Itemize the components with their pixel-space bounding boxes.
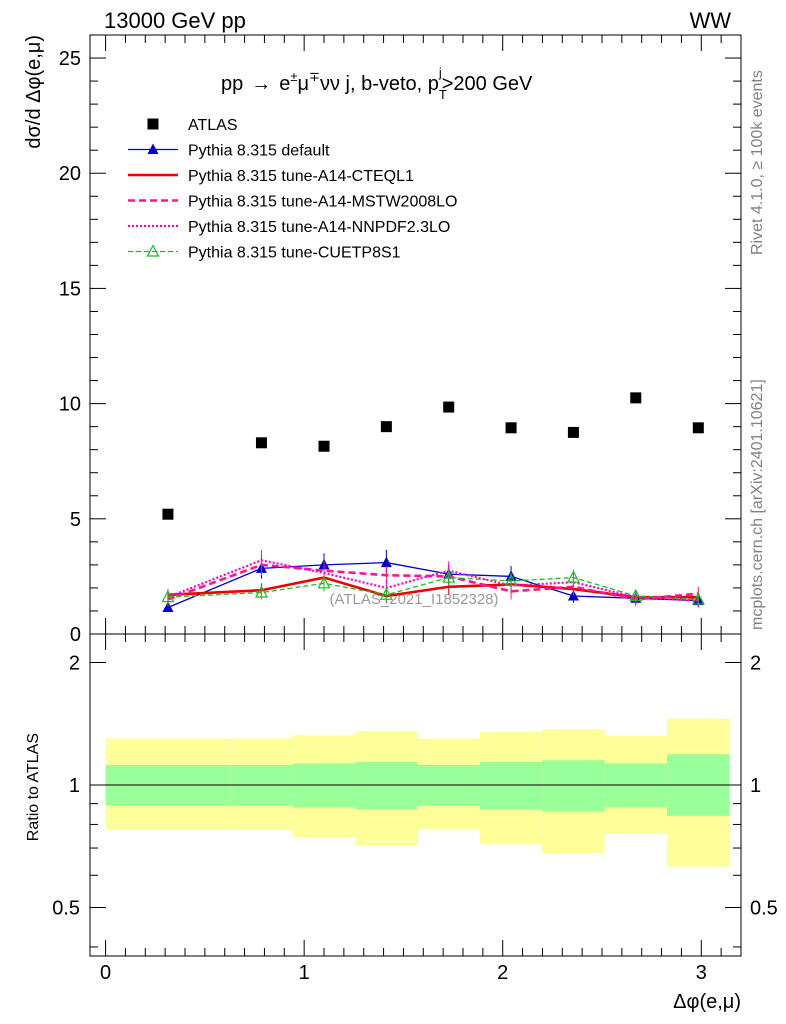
point-cuetp8s1 <box>566 570 580 583</box>
title-mu-sup: ∓ <box>309 69 320 84</box>
point-atlas <box>567 426 579 438</box>
x-tick-label: 2 <box>497 962 508 984</box>
point-atlas <box>380 421 392 433</box>
point-cuetp8s1 <box>629 588 643 602</box>
point-atlas <box>443 401 455 413</box>
ratio-tick-label-right: 2 <box>750 653 761 675</box>
x-tick-label: 1 <box>299 962 310 984</box>
title-pt-sub: T <box>439 87 447 102</box>
analysis-watermark: (ATLAS_2021_I1852328) <box>329 591 498 608</box>
main-panel: 0 5 10 15 20 25 <box>59 34 742 646</box>
point-cuetp8s1 <box>161 589 175 603</box>
ratio-tick-label-right: 1 <box>750 775 761 797</box>
ratio-frame <box>89 633 742 957</box>
point-atlas <box>505 422 517 434</box>
point-atlas <box>318 440 330 452</box>
y-tick-label: 0 <box>70 624 81 646</box>
mcplots-label: mcplots.cern.ch [arXiv:2401.10621] <box>749 379 766 630</box>
title-rest: νν j, b-veto, p <box>320 73 439 95</box>
title-arrow: → <box>251 73 271 95</box>
legend-label-nnpdf: Pythia 8.315 tune-A14-NNPDF2.3LO <box>188 219 450 236</box>
rivet-version-label: Rivet 4.1.0, ≥ 100k events <box>749 70 766 255</box>
title-e: e <box>279 73 290 95</box>
title-mu: μ <box>298 73 310 95</box>
header-channel-label: WW <box>689 8 731 33</box>
ratio-ylabel: Ratio to ATLAS <box>25 733 42 841</box>
y-tick-label: 5 <box>70 509 81 531</box>
y-tick-label: 15 <box>59 278 81 300</box>
point-atlas <box>255 437 267 449</box>
y-tick-label: 10 <box>59 394 81 416</box>
point-cuetp8s1 <box>254 585 268 598</box>
ratio-panel: 0.5 0.5 1 1 2 2 0 1 2 3 <box>52 634 778 984</box>
point-cuetp8s1 <box>379 587 393 600</box>
ratio-tick-label: 1 <box>69 775 80 797</box>
legend-label-atlas: ATLAS <box>188 117 238 134</box>
point-cuetp8s1 <box>317 576 331 589</box>
point-atlas <box>630 392 642 404</box>
legend-label-mstw: Pythia 8.315 tune-A14-MSTW2008LO <box>188 194 457 211</box>
legend-label-cteql1: Pythia 8.315 tune-A14-CTEQL1 <box>188 168 414 185</box>
title-pp: pp <box>221 73 243 95</box>
y-tick-label: 25 <box>59 48 81 70</box>
plot-title: pp → e±μ∓νν j, b-veto, pTj>200 GeV <box>221 65 533 102</box>
point-default <box>380 556 392 568</box>
main-ylabel: dσ/d Δφ(e,μ) <box>23 35 45 149</box>
ratio-tick-label: 2 <box>69 653 80 675</box>
ratio-band-inner <box>479 761 543 810</box>
legend-label-default: Pythia 8.315 default <box>188 143 330 160</box>
y-tick-label: 20 <box>59 163 81 185</box>
header-process-label: 13000 GeV pp <box>104 8 246 33</box>
legend-marker-atlas <box>147 118 159 130</box>
legend-marker-cuetp8s1 <box>146 244 160 257</box>
ratio-tick-label-right: 0.5 <box>750 897 778 919</box>
point-default <box>162 601 174 613</box>
x-tick-label: 0 <box>100 962 111 984</box>
title-e-sup: ± <box>290 69 297 84</box>
ratio-tick-label: 0.5 <box>52 897 80 919</box>
point-atlas <box>692 422 704 434</box>
point-cuetp8s1 <box>691 592 705 605</box>
ratio-band-inner <box>355 761 418 810</box>
legend-marker-default <box>147 143 159 154</box>
legend-label-cuetp8s1: Pythia 8.315 tune-CUETP8S1 <box>188 245 401 262</box>
point-cuetp8s1 <box>504 573 518 587</box>
legend: ATLAS Pythia 8.315 default Pythia 8.315 tu… <box>128 117 457 262</box>
point-cuetp8s1 <box>442 570 456 583</box>
title-cut: >200 GeV <box>442 73 533 95</box>
point-atlas <box>162 508 174 520</box>
x-tick-label: 3 <box>696 962 707 984</box>
title-pt-sup: j <box>438 65 442 80</box>
xlabel: Δφ(e,μ) <box>673 991 741 1013</box>
ratio-band-inner <box>542 760 605 812</box>
